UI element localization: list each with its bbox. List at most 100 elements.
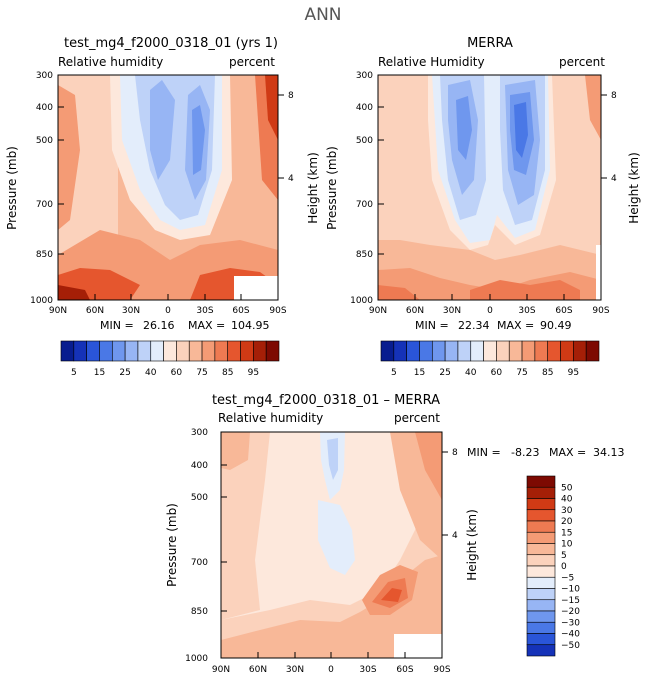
y-axis: 300 400 500 700 850 1000 Pressure (mb) bbox=[165, 428, 227, 664]
colorbar-swatch bbox=[457, 340, 472, 362]
panel-model: test_mg4_f2000_0318_01 (yrs 1) Relative … bbox=[5, 36, 320, 332]
colorbar-label: 60 bbox=[171, 368, 183, 378]
colorbar-swatch bbox=[188, 340, 203, 362]
colorbar-swatch bbox=[150, 340, 164, 362]
colorbar-swatch bbox=[585, 340, 600, 362]
colorbar-label: 40 bbox=[561, 495, 573, 505]
x-tick-label: 0 bbox=[487, 306, 493, 316]
contour-field bbox=[378, 75, 601, 300]
x-tick-label: 30S bbox=[196, 306, 213, 316]
colorbar-swatch bbox=[111, 340, 126, 362]
y2-axis: 8 4 Height (km) bbox=[278, 91, 320, 224]
colorbar-label: 85 bbox=[542, 368, 553, 378]
y-tick-label: 300 bbox=[191, 428, 208, 438]
colorbar-label: 95 bbox=[568, 368, 579, 378]
colorbar-label: 25 bbox=[119, 368, 130, 378]
panel-merra: MERRA Relative Humidity percent bbox=[325, 36, 641, 332]
colorbar-swatch bbox=[470, 340, 484, 362]
x-tick-label: 90N bbox=[212, 665, 230, 675]
y-tick-label: 1000 bbox=[185, 654, 208, 664]
panel-right-label: percent bbox=[559, 55, 605, 69]
figure-title: ANN bbox=[304, 5, 341, 25]
colorbar-label: −15 bbox=[561, 596, 580, 606]
x-tick-label: 0 bbox=[328, 665, 334, 675]
colorbar-swatch bbox=[201, 340, 216, 362]
panel-title: MERRA bbox=[467, 36, 513, 51]
colorbar-swatch bbox=[265, 340, 280, 362]
y-axis-label: Pressure (mb) bbox=[165, 503, 179, 587]
y-tick-label: 400 bbox=[36, 103, 53, 113]
colorbar-label: 95 bbox=[248, 368, 259, 378]
x-tick-label: 60S bbox=[232, 306, 249, 316]
colorbar-swatch bbox=[526, 498, 556, 511]
y-axis: 300 400 500 700 850 1000 Pressure (mb) bbox=[325, 71, 384, 306]
y-tick-label: 400 bbox=[356, 103, 373, 113]
colorbar-swatch bbox=[547, 340, 561, 362]
y-tick-label: 500 bbox=[191, 493, 208, 503]
colorbar-label: 85 bbox=[222, 368, 233, 378]
y2-tick-label: 8 bbox=[288, 91, 294, 101]
colorbar-label: −30 bbox=[561, 618, 580, 628]
colorbar-merra: 5 15 25 40 60 75 85 95 bbox=[380, 340, 600, 378]
x-tick-label: 60N bbox=[406, 306, 424, 316]
colorbar-swatch bbox=[253, 340, 267, 362]
contour-field bbox=[58, 75, 278, 300]
colorbar-label: −40 bbox=[561, 630, 580, 640]
colorbar-label: −20 bbox=[561, 607, 580, 617]
y2-axis-label: Height (km) bbox=[627, 152, 641, 223]
colorbar-label: −50 bbox=[561, 641, 580, 651]
colorbar-label: 15 bbox=[561, 528, 572, 538]
colorbar-label: 40 bbox=[465, 368, 477, 378]
y2-tick-label: 4 bbox=[452, 531, 458, 541]
x-tick-label: 90N bbox=[49, 306, 67, 316]
stats: MIN = 22.34 MAX = 90.49 bbox=[415, 319, 572, 332]
colorbar-swatch bbox=[406, 340, 420, 362]
colorbar-swatch bbox=[508, 340, 523, 362]
y2-axis: 8 4 Height (km) bbox=[442, 448, 479, 581]
y-tick-label: 700 bbox=[356, 200, 373, 210]
max-value: 34.13 bbox=[593, 446, 625, 459]
x-tick-label: 60N bbox=[249, 665, 267, 675]
colorbar-swatch bbox=[526, 633, 556, 646]
colorbar-label: 75 bbox=[196, 368, 207, 378]
y-tick-label: 850 bbox=[356, 250, 373, 260]
colorbar-swatch bbox=[526, 520, 556, 533]
colorbar-swatch bbox=[124, 340, 139, 362]
colorbar-swatch bbox=[526, 599, 556, 612]
colorbar-swatch bbox=[526, 486, 556, 499]
colorbar-swatch bbox=[163, 340, 177, 362]
colorbar-model: 5 15 25 40 60 75 85 95 bbox=[60, 340, 280, 378]
panel-left-label: Relative Humidity bbox=[378, 55, 485, 69]
colorbar-swatch bbox=[86, 340, 100, 362]
y2-tick-label: 4 bbox=[611, 174, 617, 184]
colorbar-swatch bbox=[380, 340, 395, 362]
x-axis: 90N 60N 30N 0 30S 60S 90S bbox=[369, 294, 610, 316]
y-tick-label: 1000 bbox=[350, 296, 373, 306]
colorbar-label: 0 bbox=[561, 562, 567, 572]
min-value: 22.34 bbox=[458, 319, 490, 332]
min-label: MIN = bbox=[467, 446, 501, 459]
colorbar-label: 15 bbox=[94, 368, 105, 378]
y2-axis: 8 4 Height (km) bbox=[601, 91, 641, 224]
colorbar-label: 40 bbox=[145, 368, 157, 378]
stats: MIN = -8.23 MAX = 34.13 bbox=[467, 446, 625, 459]
y-tick-label: 300 bbox=[356, 71, 373, 81]
panel-left-label: Relative humidity bbox=[218, 411, 323, 425]
colorbar-label: 25 bbox=[439, 368, 450, 378]
panel-difference: test_mg4_f2000_0318_01 – MERRA Relative … bbox=[165, 393, 625, 675]
panel-title: test_mg4_f2000_0318_01 – MERRA bbox=[212, 393, 440, 408]
colorbar-swatch bbox=[526, 565, 556, 578]
max-label: MAX = bbox=[549, 446, 586, 459]
max-label: MAX = bbox=[497, 319, 534, 332]
colorbar-swatch bbox=[526, 644, 556, 657]
colorbar-label: 15 bbox=[414, 368, 425, 378]
colorbar-swatch bbox=[227, 340, 241, 362]
colorbar-swatch bbox=[526, 576, 556, 589]
x-axis: 90N 60N 30N 0 30S 60S 90S bbox=[49, 294, 287, 316]
x-tick-label: 30N bbox=[443, 306, 461, 316]
max-value: 90.49 bbox=[540, 319, 572, 332]
panel-title: test_mg4_f2000_0318_01 (yrs 1) bbox=[64, 36, 278, 51]
colorbar-swatch bbox=[526, 531, 556, 544]
colorbar-swatch bbox=[496, 340, 510, 362]
